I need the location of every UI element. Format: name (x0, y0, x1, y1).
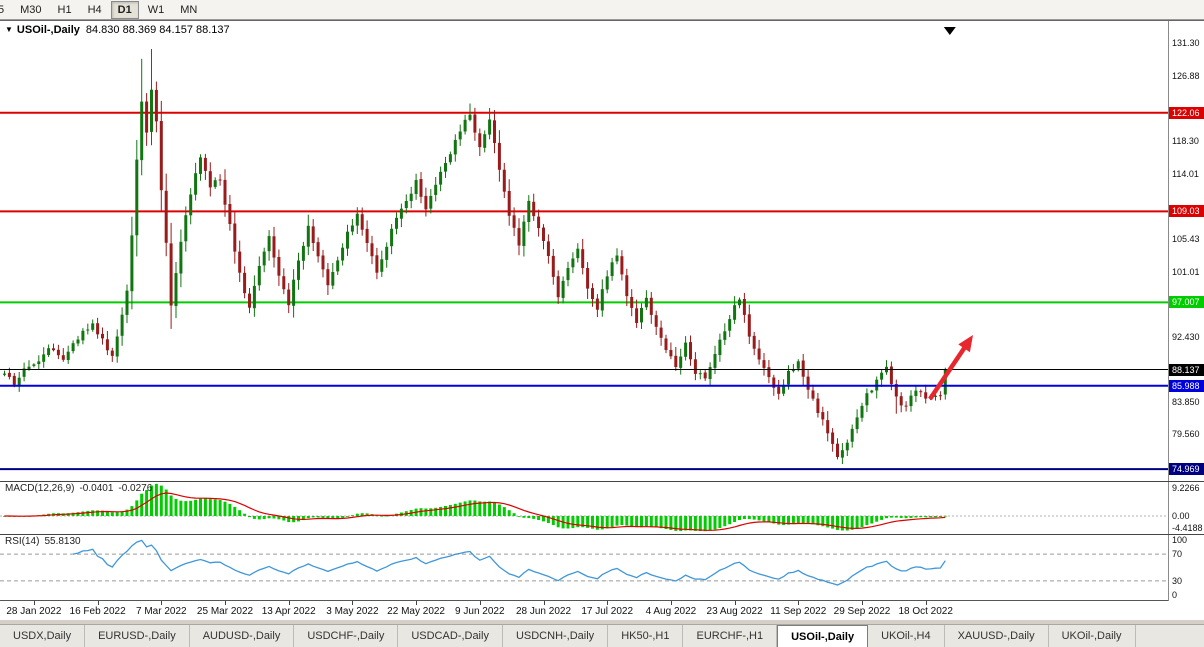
symbol-dropdown-icon[interactable]: ▼ (5, 25, 13, 34)
time-axis-label: 13 Apr 2022 (261, 606, 316, 617)
time-axis-label: 29 Sep 2022 (833, 606, 891, 617)
timeframe-toolbar: 5 M30 H1 H4 D1 W1 MN (0, 0, 1204, 20)
macd-scale-label: 9.2266 (1172, 483, 1200, 493)
chart-area: ▼ USOil-,Daily 84.830 88.369 84.157 88.137… (0, 20, 1204, 601)
time-axis-tick (33, 601, 35, 605)
price-tick-label: 105.43 (1172, 233, 1200, 244)
time-axis-label: 3 May 2022 (326, 606, 379, 617)
chart-tab-ukoil-h4[interactable]: UKOil-,H4 (868, 625, 945, 647)
price-axis[interactable]: 131.30 126.88 118.30 114.01 105.43 101.01 92.4… (1168, 21, 1204, 601)
price-tick-label: 83.850 (1172, 396, 1200, 407)
trend-arrow-head[interactable] (958, 335, 973, 353)
macd-name: MACD(12,26,9) (5, 483, 75, 494)
rsi-panel-canvas[interactable] (0, 534, 1168, 601)
macd-signal-value: -0.0276 (118, 483, 153, 494)
time-axis-tick (925, 601, 927, 605)
rsi-line (72, 539, 946, 586)
chart-tab-usdx-daily[interactable]: USDX,Daily (0, 625, 86, 647)
price-tick-label: 79.560 (1172, 429, 1200, 440)
chart-ohlc-values: 84.830 88.369 84.157 88.137 (85, 24, 230, 36)
price-badge-97.007: 97.007 (1169, 296, 1204, 309)
rsi-indicator-label: RSI(14) 55.8130 (5, 536, 86, 547)
time-axis-tick (862, 601, 863, 605)
price-badge-109.03: 109.03 (1169, 205, 1204, 218)
time-axis-label: 16 Feb 2022 (69, 606, 126, 617)
time-axis-tick (734, 601, 736, 605)
time-axis-tick (225, 601, 226, 605)
chart-tab-hk50-h1[interactable]: HK50-,H1 (608, 625, 684, 647)
time-axis-tick (798, 601, 800, 605)
timeframe-button-h1[interactable]: H1 (57, 3, 72, 16)
time-axis-label: 23 Aug 2022 (706, 606, 763, 617)
macd-value: -0.0401 (79, 483, 114, 494)
time-axis-label: 17 Jul 2022 (581, 606, 634, 617)
timeframe-button-w1[interactable]: W1 (147, 3, 165, 16)
time-axis-tick (288, 601, 290, 605)
rsi-scale-label: 0 (1172, 590, 1178, 600)
rsi-name: RSI(14) (5, 536, 40, 547)
price-tick-label: 118.30 (1172, 136, 1199, 147)
time-axis-label: 28 Jun 2022 (515, 606, 572, 617)
time-axis-tick (161, 601, 163, 605)
timeframe-button-h4[interactable]: H4 (87, 3, 102, 16)
chart-tab-audusd-daily[interactable]: AUDUSD-,Daily (190, 625, 295, 647)
price-tick-label: 114.01 (1172, 168, 1199, 179)
chart-tab-xauusd-daily[interactable]: XAUUSD-,Daily (945, 625, 1049, 647)
rsi-scale-label: 30 (1172, 575, 1183, 586)
time-axis-tick (97, 601, 99, 605)
price-badge-122.06: 122.06 (1169, 106, 1204, 119)
time-axis-label: 9 Jun 2022 (455, 606, 505, 617)
time-axis-label: 25 Mar 2022 (196, 606, 254, 617)
time-axis-label: 4 Aug 2022 (645, 606, 697, 617)
price-badge-85.988: 85.988 (1169, 379, 1204, 392)
price-chart-canvas[interactable] (0, 21, 1168, 481)
price-tick-label: 92.430 (1172, 332, 1200, 343)
trend-arrow[interactable] (928, 341, 970, 401)
macd-scale-label: 0.00 (1172, 510, 1190, 521)
chart-tab-bar: USDX,Daily EURUSD-,Daily AUDUSD-,Daily USDC… (0, 624, 1204, 647)
time-axis-tick (670, 601, 672, 605)
time-axis-tick (543, 601, 545, 605)
macd-scale-label: -4.4188 (1172, 523, 1203, 533)
price-tick-label: 126.88 (1172, 71, 1200, 82)
macd-signal-line (4, 492, 946, 531)
price-tick-label: 131.30 (1172, 37, 1200, 48)
time-axis-label: 18 Oct 2022 (898, 606, 953, 617)
chart-tab-usdchf-daily[interactable]: USDCHF-,Daily (294, 625, 399, 647)
panel-separator (0, 481, 1204, 482)
timeframe-button-mn[interactable]: MN (180, 3, 198, 16)
timeframe-button-m30[interactable]: M30 (20, 3, 42, 16)
time-axis-tick (352, 601, 354, 605)
chart-header: ▼ USOil-,Daily 84.830 88.369 84.157 88.137 (5, 24, 230, 36)
candles (3, 49, 947, 464)
timeframe-button-d1[interactable]: D1 (110, 0, 139, 19)
rsi-value: 55.8130 (44, 536, 81, 547)
time-axis-label: 11 Sep 2022 (770, 606, 827, 617)
time-axis[interactable]: 28 Jan 2022 16 Feb 2022 7 Mar 2022 25 Mar 2… (0, 600, 1204, 620)
rsi-scale-label: 100 (1172, 535, 1188, 545)
chart-symbol-title: USOil-,Daily (16, 24, 80, 36)
chart-tab-usdcad-daily[interactable]: USDCAD-,Daily (398, 625, 503, 647)
time-axis-label: 7 Mar 2022 (136, 606, 187, 617)
price-tick-label: 101.01 (1172, 267, 1200, 278)
chart-tab-eurchf-h1[interactable]: EURCHF-,H1 (683, 625, 778, 647)
time-axis-tick (416, 601, 418, 605)
price-badge-88.137: 88.137 (1169, 363, 1204, 376)
shift-marker-icon[interactable] (943, 27, 956, 35)
time-axis-label: 28 Jan 2022 (6, 606, 62, 617)
timeframe-button-5[interactable]: 5 (0, 3, 5, 16)
macd-panel-canvas[interactable] (0, 481, 1168, 534)
time-axis-label: 22 May 2022 (387, 606, 446, 617)
chart-tab-usoil-daily[interactable]: USOil-,Daily (777, 625, 869, 647)
price-badge-74.969: 74.969 (1169, 463, 1204, 476)
panel-separator (0, 534, 1204, 535)
chart-tab-eurusd-daily[interactable]: EURUSD-,Daily (85, 625, 190, 647)
time-axis-tick (479, 601, 481, 605)
rsi-scale-label: 70 (1172, 549, 1183, 560)
chart-tab-usdcnh-daily[interactable]: USDCNH-,Daily (503, 625, 609, 647)
time-axis-tick (607, 601, 609, 605)
macd-indicator-label: MACD(12,26,9) -0.0401 -0.0276 (5, 483, 157, 494)
chart-tab-ukoil-daily[interactable]: UKOil-,Daily (1049, 625, 1136, 647)
